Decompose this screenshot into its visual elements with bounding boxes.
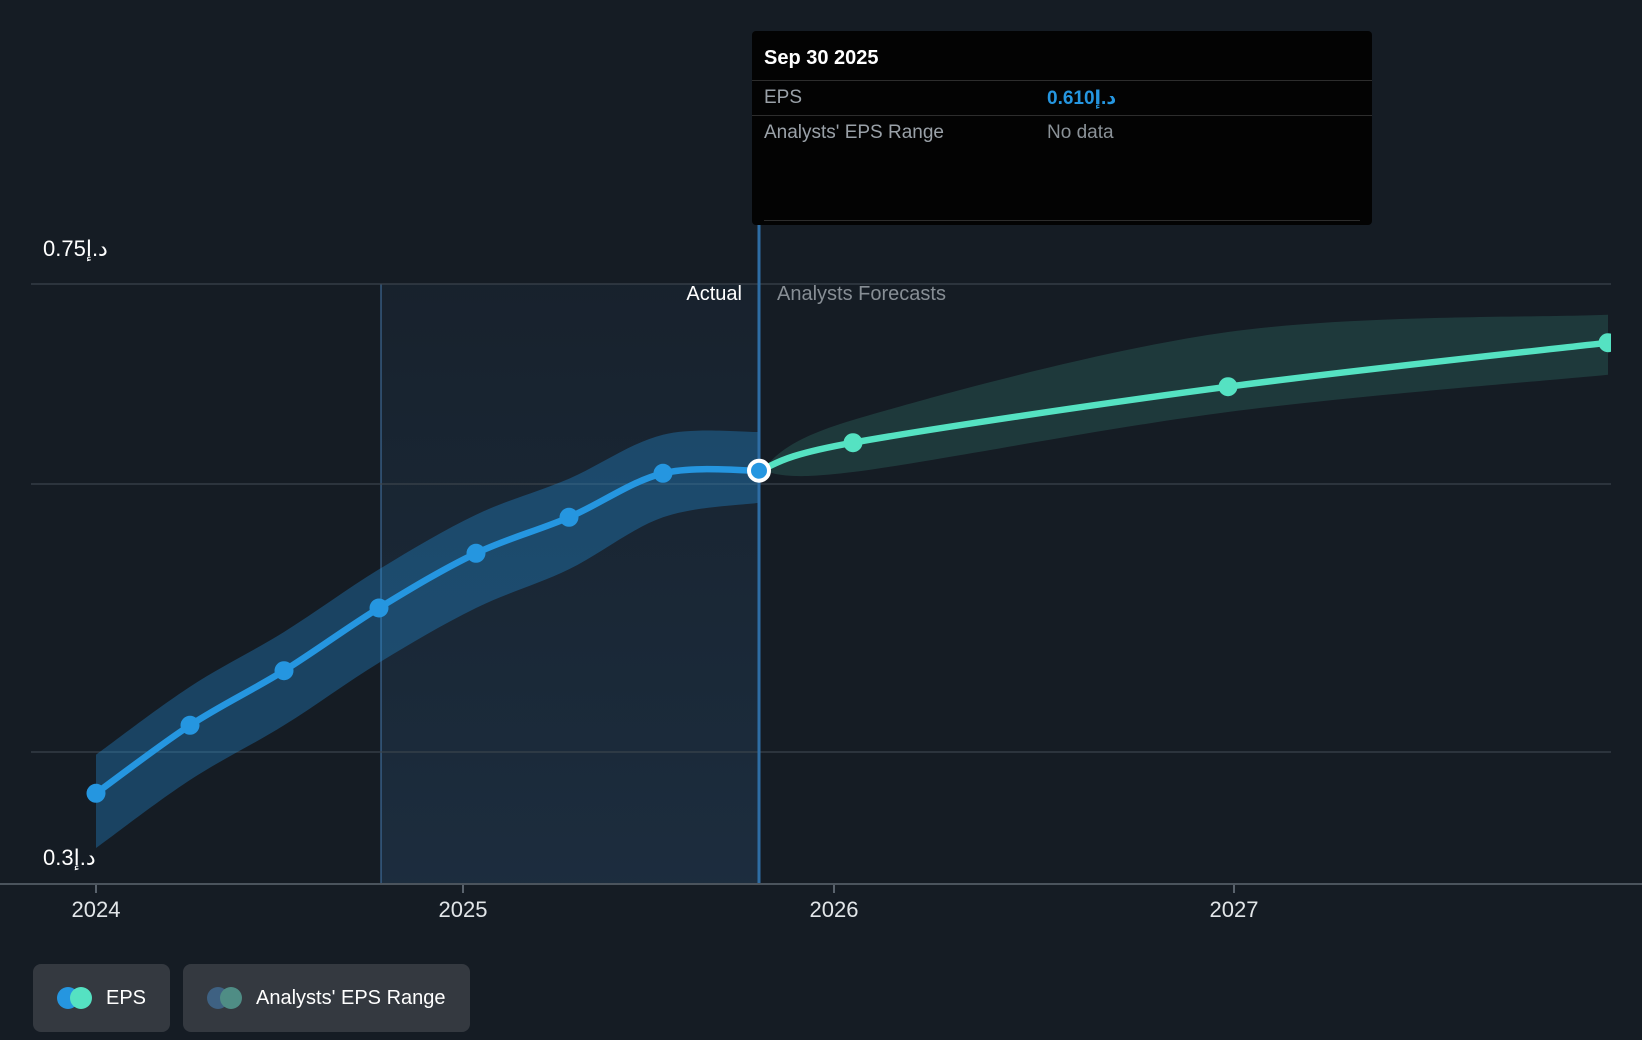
eps-forecast-color-icon xyxy=(70,987,92,1009)
x-tick-2024: 2024 xyxy=(71,897,121,922)
tooltip-eps-value: 0.610د.إ xyxy=(1047,87,1117,109)
forecast-section-label: Analysts Forecasts xyxy=(777,283,946,305)
tooltip-date-title: Sep 30 2025 xyxy=(752,31,1372,81)
tooltip-bottom-divider xyxy=(764,220,1360,221)
tooltip-row-eps-range: Analysts' EPS Range No data xyxy=(752,116,1372,150)
y-axis-max-label: 0.75د.إ xyxy=(43,236,108,261)
eps-range-forecast-color-icon xyxy=(220,987,243,1009)
tooltip-row-eps: EPS 0.610د.إ xyxy=(752,81,1372,116)
legend-chip-eps-range[interactable]: Analysts' EPS Range xyxy=(183,964,470,1032)
actual-section-label: Actual xyxy=(686,283,742,305)
y-axis-min-label: 0.3د.إ xyxy=(43,845,96,870)
legend-eps-range-label: Analysts' EPS Range xyxy=(256,986,446,1009)
legend-chip-eps[interactable]: EPS xyxy=(33,964,171,1032)
tooltip-eps-range-label: Analysts' EPS Range xyxy=(764,122,944,143)
x-tick-2025: 2025 xyxy=(438,897,488,922)
tooltip-eps-label: EPS xyxy=(764,87,803,108)
x-tick-2026: 2026 xyxy=(809,897,859,922)
chart-legend: EPS Analysts' EPS Range xyxy=(33,964,470,1032)
legend-eps-label: EPS xyxy=(106,986,147,1009)
tooltip-eps-range-value: No data xyxy=(1047,122,1114,143)
chart-tooltip: Sep 30 2025 EPS 0.610د.إ Analysts' EPS R… xyxy=(752,31,1372,225)
x-tick-2027: 2027 xyxy=(1209,897,1259,922)
